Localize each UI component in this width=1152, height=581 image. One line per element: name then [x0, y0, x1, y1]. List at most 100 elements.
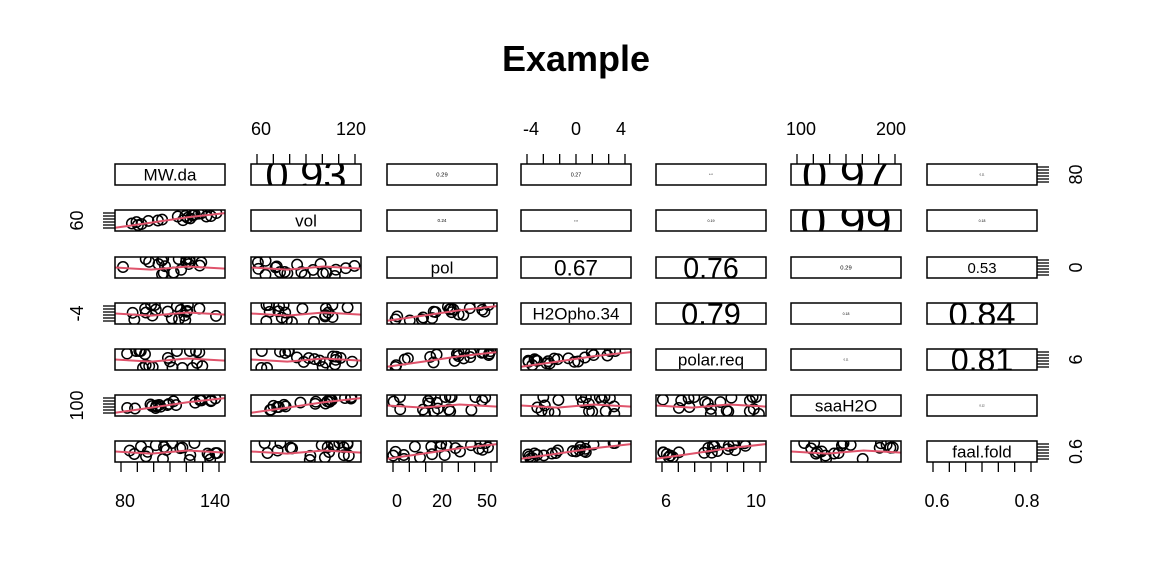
correlation-clip: 0.18 [843, 312, 850, 316]
correlation-value: 0.05 [574, 220, 579, 222]
scatter-clip [521, 395, 631, 416]
data-point [148, 303, 161, 311]
diagonal-label-vol: vol [295, 212, 317, 231]
data-point [176, 362, 189, 370]
panel-frame [520, 440, 632, 463]
diagonal-label-polar.req: polar.req [678, 351, 744, 370]
panel-frame [926, 209, 1038, 232]
data-point [160, 443, 173, 456]
panel-vol-vol: vol [250, 209, 362, 232]
smooth-line [115, 357, 225, 363]
panel-frame [114, 302, 226, 325]
panel-vol-saaH2O: 0.99 [790, 209, 902, 232]
bottom-tick-label: 0.6 [924, 491, 949, 511]
panel-frame [655, 394, 767, 417]
data-point [259, 268, 272, 278]
data-point [126, 306, 139, 319]
diagonal-label-H2Opho.34: H2Opho.34 [533, 305, 620, 324]
data-point [181, 304, 194, 317]
data-point [808, 441, 821, 449]
smooth-line [521, 351, 631, 368]
data-point [174, 442, 187, 455]
data-point [465, 404, 478, 416]
correlation-value: 0.93 [265, 152, 346, 199]
data-point [585, 349, 598, 359]
panel-frame [114, 348, 226, 371]
data-point [188, 441, 201, 449]
data-point [450, 349, 463, 360]
panel-vol-polar.req: 0.19 [655, 209, 767, 232]
smooth-line [251, 397, 361, 414]
panel-frame [250, 394, 362, 417]
panel-polar.req-vol [250, 348, 362, 371]
data-point [427, 305, 440, 318]
data-point [201, 447, 214, 460]
bottom-tick-label: 140 [200, 491, 230, 511]
data-point [551, 444, 564, 457]
scatter-clip [115, 257, 225, 278]
data-point [815, 445, 828, 458]
panel-frame [926, 302, 1038, 325]
smooth-line [656, 403, 766, 409]
data-point [125, 217, 138, 230]
panel-polar.req-polar.req: polar.req [655, 348, 767, 371]
panel-frame [250, 256, 362, 279]
bottom-tick-label: 20 [432, 491, 452, 511]
data-point [279, 349, 292, 359]
data-point [270, 260, 283, 273]
top-tick-label: 200 [876, 119, 906, 139]
top-tick-label: 60 [251, 119, 271, 139]
correlation-clip: 0.24 [437, 218, 446, 223]
panel-faal.fold-vol [250, 440, 362, 463]
smooth-line [521, 403, 631, 409]
data-point [722, 441, 735, 452]
data-point [522, 448, 535, 461]
diagonal-label-saaH2O: saaH2O [815, 397, 877, 416]
data-point [339, 395, 351, 404]
scatter-clip [791, 441, 901, 462]
panel-H2Opho.34-polar.req: 0.79 [655, 297, 767, 332]
panel-frame [520, 394, 632, 417]
data-point [394, 403, 407, 416]
data-point [701, 397, 714, 410]
data-point [522, 355, 535, 368]
panel-frame [520, 256, 632, 279]
data-point [261, 362, 273, 370]
data-point [128, 313, 141, 324]
data-point [476, 303, 489, 316]
correlation-value: 0.11 [980, 172, 985, 176]
data-point [880, 441, 893, 451]
data-point [427, 356, 440, 369]
panel-frame [114, 163, 226, 186]
panel-frame [250, 348, 362, 371]
panel-saaH2O-vol [250, 394, 362, 417]
correlation-clip: 0.01 [709, 174, 714, 176]
data-point [704, 408, 717, 416]
panel-frame [250, 302, 362, 325]
data-point [192, 210, 205, 220]
data-point [298, 269, 311, 278]
panel-vol-MW.da [114, 209, 226, 232]
diagonal-label-pol: pol [431, 259, 454, 278]
smooth-line [115, 311, 225, 317]
panel-frame [790, 256, 902, 279]
data-point [172, 257, 185, 265]
correlation-value: 0.79 [681, 297, 741, 332]
data-point [568, 355, 581, 368]
data-point [552, 395, 565, 406]
smooth-line [115, 212, 225, 229]
panel-frame [386, 163, 498, 186]
smooth-line [387, 443, 497, 460]
data-point [342, 449, 355, 462]
left-tick-label: 60 [67, 210, 87, 230]
scatter-clip [251, 257, 361, 278]
data-point [195, 210, 208, 220]
data-point [139, 359, 152, 370]
correlation-clip: 0.05 [574, 220, 579, 222]
correlation-value: 0.18 [843, 312, 850, 316]
panel-frame [790, 302, 902, 325]
panel-saaH2O-H2Opho.34 [520, 394, 632, 417]
data-point [193, 349, 206, 359]
